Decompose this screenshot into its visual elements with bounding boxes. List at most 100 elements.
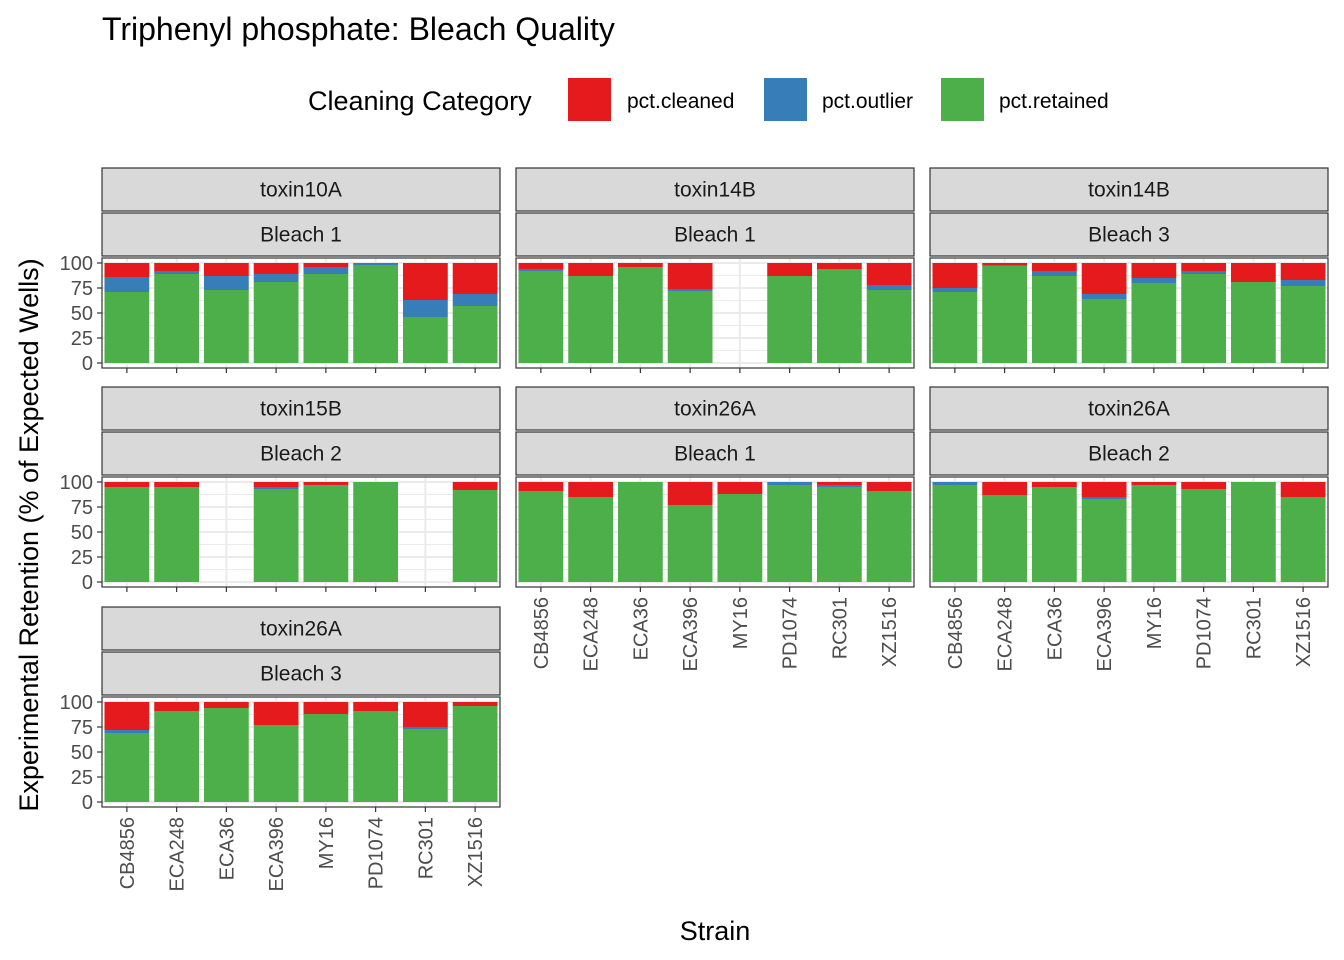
y-tick-label: 0 [82,572,93,594]
strip-toxin-label: toxin15B [260,398,342,421]
bar-xz1516-pct-cleaned [452,482,498,490]
bar-eca248-pct-cleaned [568,263,614,276]
strip-toxin [515,386,915,431]
x-tick-label: ECA36 [1044,597,1066,660]
strip-toxin [929,386,1329,431]
bar-eca396-pct-retained [667,505,713,582]
bar-rc301-pct-retained [1230,282,1276,363]
x-tick-label: RC301 [1243,597,1265,659]
x-tick-label: PD1074 [1194,597,1216,669]
bar-xz1516-pct-retained [866,290,912,363]
legend-title: Cleaning Category [308,86,532,116]
strip-toxin [929,167,1329,212]
bar-eca36-pct-retained [617,267,663,363]
bar-xz1516-pct-cleaned [452,702,498,706]
y-tick-label: 100 [60,692,93,714]
y-tick-label: 0 [82,792,93,814]
bar-eca36-pct-retained [1031,487,1077,582]
bar-cb4856-pct-outlier [104,730,150,733]
x-tick-label: RC301 [829,597,851,659]
x-tick-label: PD1074 [780,597,802,669]
legend-key-pct-retained [941,78,984,121]
bar-eca248-pct-retained [982,495,1028,582]
bar-eca396-pct-retained [253,489,299,582]
bar-xz1516-pct-retained [452,490,498,582]
bar-cb4856-pct-cleaned [104,702,150,730]
bar-xz1516-pct-retained [1280,497,1326,582]
strip-toxin-label: toxin26A [674,398,756,421]
bar-pd1074-pct-cleaned [1181,482,1227,489]
panel-border [515,476,915,588]
bar-rc301-pct-retained [1230,482,1276,582]
panel-toxin14B-bleach-1: toxin14B Bleach 1 [515,167,915,373]
strip-bleach-label: Bleach 3 [1088,224,1170,247]
bar-eca396-pct-cleaned [667,263,713,289]
strip-bleach-label: Bleach 2 [1088,443,1170,466]
panel-border [929,476,1329,588]
bar-eca396-pct-outlier [667,289,713,291]
x-tick-label: XZ1516 [1293,597,1315,667]
chart-title: Triphenyl phosphate: Bleach Quality [102,11,615,47]
legend-key-pct-cleaned [568,78,611,121]
y-tick-label: 25 [71,547,93,569]
x-tick-label: ECA36 [216,817,238,880]
strip-bleach-label: Bleach 1 [674,224,756,247]
bar-eca396-pct-retained [253,282,299,363]
strip-bleach-label: Bleach 1 [674,443,756,466]
strip-toxin-label: toxin26A [1088,398,1170,421]
bar-my16-pct-cleaned [303,702,349,714]
strip-bleach [929,431,1329,476]
bar-xz1516-pct-cleaned [866,263,912,285]
bar-my16-pct-outlier [1131,278,1177,283]
bar-rc301-pct-cleaned [1230,263,1276,282]
x-tick-label: ECA248 [995,597,1017,672]
facet-panels: toxin10A Bleach 1 0 25 50 75 100 toxin14B Bleach… [60,167,1329,892]
bar-cb4856-pct-cleaned [104,263,150,277]
bar-eca36-pct-outlier [203,276,249,290]
strip-bleach [515,212,915,257]
strip-bleach-label: Bleach 1 [260,224,342,247]
bar-eca396-pct-retained [1081,299,1127,363]
bar-eca248-pct-cleaned [154,263,200,271]
legend-label-pct-outlier: pct.outlier [822,90,913,113]
y-axis-title: Experimental Retention (% of Expected We… [14,258,44,811]
bar-eca396-pct-outlier [1081,294,1127,299]
bar-eca36-pct-cleaned [203,263,249,276]
bar-rc301-pct-retained [816,269,862,363]
bar-pd1074-pct-retained [767,485,813,582]
x-tick-label: CB4856 [117,817,139,889]
bar-cb4856-pct-outlier [932,482,978,485]
strip-bleach-label: Bleach 3 [260,663,342,686]
bar-eca248-pct-outlier [154,271,200,274]
bar-rc301-pct-retained [402,729,448,802]
x-tick-label: XZ1516 [465,817,487,887]
bar-cb4856-pct-retained [518,491,564,582]
strip-bleach-label: Bleach 2 [260,443,342,466]
bar-my16-pct-retained [1131,485,1177,582]
strip-toxin [515,167,915,212]
x-tick-label: ECA396 [1094,597,1116,672]
bar-xz1516-pct-retained [452,306,498,363]
bar-pd1074-pct-cleaned [767,263,813,276]
bar-eca36-pct-retained [203,290,249,363]
legend-key-pct-outlier [764,78,807,121]
x-tick-label: ECA396 [680,597,702,672]
y-tick-label: 75 [71,717,93,739]
bar-eca396-pct-outlier [1081,497,1127,499]
strip-toxin [101,386,501,431]
bar-cb4856-pct-cleaned [932,263,978,288]
bar-rc301-pct-outlier [402,727,448,729]
y-tick-label: 50 [71,742,93,764]
bar-eca396-pct-cleaned [253,263,299,274]
x-tick-label: RC301 [415,817,437,879]
bar-eca36-pct-outlier [1031,271,1077,276]
strip-bleach [929,212,1329,257]
bar-xz1516-pct-cleaned [866,482,912,491]
y-tick-label: 25 [71,328,93,350]
panel-toxin14B-bleach-3: toxin14B Bleach 3 [929,167,1329,373]
bar-cb4856-pct-retained [104,292,150,363]
bar-eca248-pct-cleaned [568,482,614,497]
bar-my16-pct-retained [303,714,349,802]
bar-my16-pct-retained [717,494,763,582]
bar-my16-pct-cleaned [717,482,763,494]
